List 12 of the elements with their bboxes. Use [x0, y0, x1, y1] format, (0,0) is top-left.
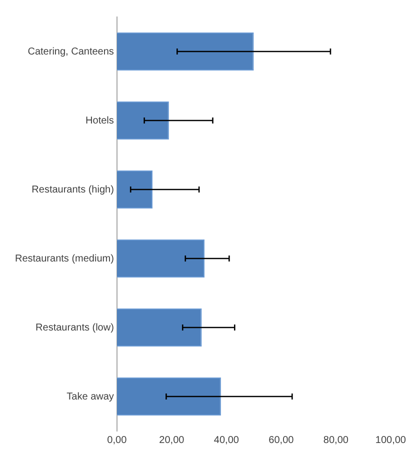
y-tick-label: Take away	[66, 391, 114, 402]
x-tick-label: 40,00	[214, 434, 240, 446]
x-tick-label: 20,00	[159, 434, 185, 446]
x-tick-label: 60,00	[268, 434, 294, 446]
y-tick-label: Hotels	[86, 115, 114, 126]
y-tick-label: Catering, Canteens	[28, 46, 114, 58]
y-tick-label: Restaurants (medium)	[15, 253, 114, 264]
x-tick-label: 80,00	[323, 434, 349, 446]
y-tick-label: Restaurants (low)	[36, 322, 114, 334]
x-tick-label: 100,00	[375, 434, 406, 446]
x-tick-label: 0,00	[107, 434, 128, 446]
y-tick-label: Restaurants (high)	[32, 184, 114, 196]
